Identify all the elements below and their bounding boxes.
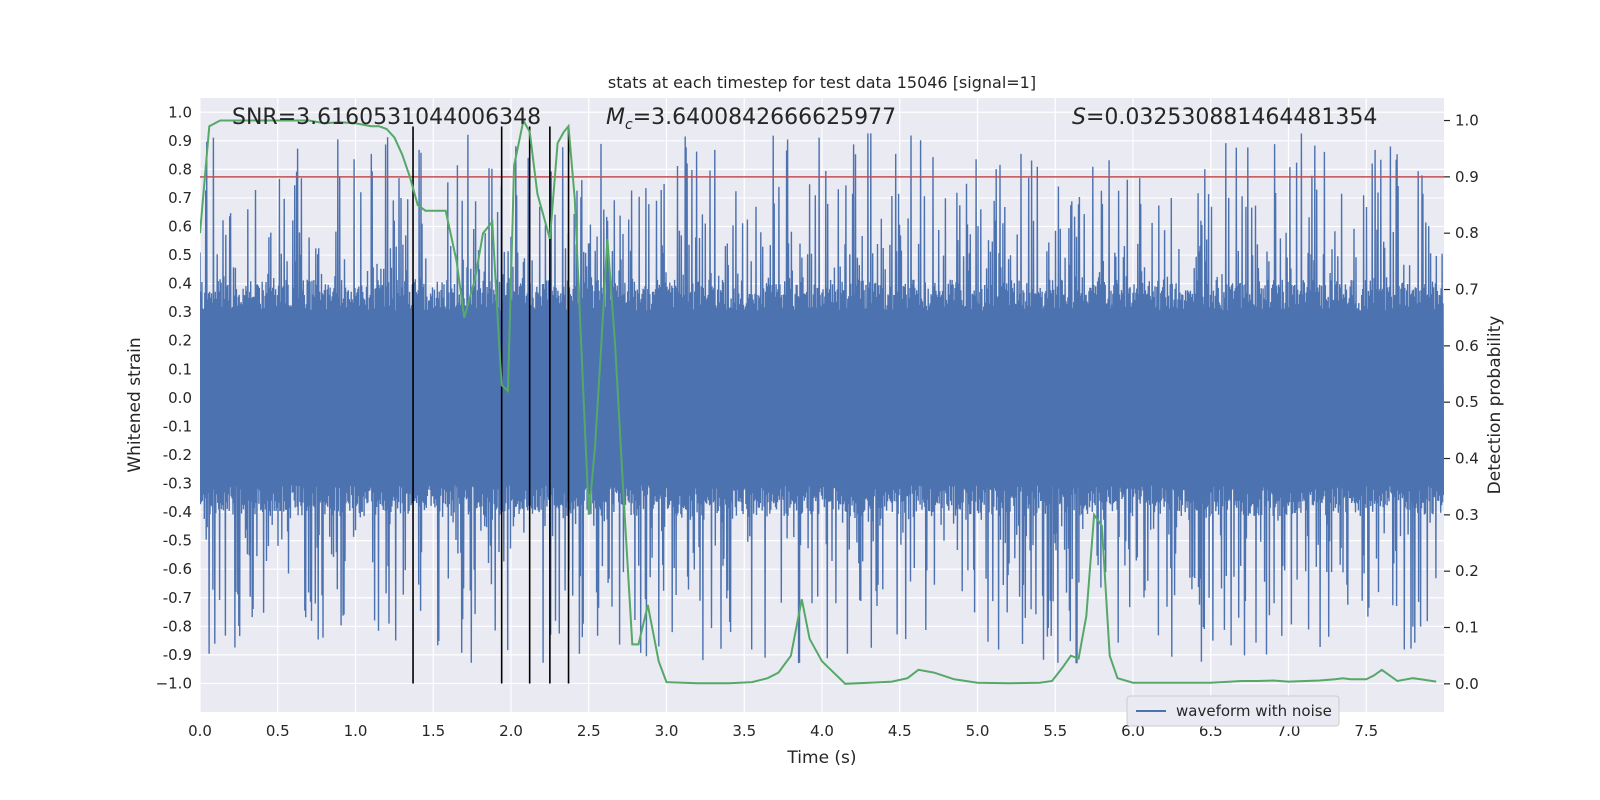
x-tick-label: 1.5 — [421, 722, 445, 740]
y-tick-label: 0.1 — [168, 360, 192, 378]
s-symbol: S — [1072, 105, 1086, 130]
y2-tick-label: 0.2 — [1455, 562, 1479, 580]
y2-tick-label: 0.3 — [1455, 506, 1479, 524]
y-tick-label: -0.2 — [163, 446, 192, 464]
y-tick-label: 0.9 — [168, 132, 192, 150]
waveform-noise-line — [200, 133, 1444, 664]
x-tick-label: 3.0 — [655, 722, 679, 740]
y-tick-label: -0.9 — [163, 646, 192, 664]
x-tick-label: 4.0 — [810, 722, 834, 740]
x-tick-label: 5.5 — [1043, 722, 1067, 740]
x-tick-label: 7.5 — [1354, 722, 1378, 740]
y2-tick-label: 0.4 — [1455, 450, 1479, 468]
y2-tick-label: 0.9 — [1455, 168, 1479, 186]
chirp-mass-annotation: Mc=3.6400842666625977 — [606, 105, 896, 133]
y-tick-label: -0.1 — [163, 417, 192, 435]
legend: waveform with noise — [1126, 695, 1340, 727]
y-tick-label: -0.7 — [163, 589, 192, 607]
y-tick-label: -0.3 — [163, 475, 192, 493]
chart-title: stats at each timestep for test data 150… — [608, 73, 1036, 92]
y-tick-label: 0.8 — [168, 160, 192, 178]
y2-tick-label: 0.1 — [1455, 619, 1479, 637]
x-tick-label: 3.5 — [732, 722, 756, 740]
detection-probability-line — [200, 117, 1437, 685]
y-tick-label: 0.4 — [168, 275, 192, 293]
y2-tick-label: 0.8 — [1455, 224, 1479, 242]
y2-tick-label: 0.5 — [1455, 393, 1479, 411]
x-tick-label: 2.0 — [499, 722, 523, 740]
x-axis-label: Time (s) — [786, 748, 856, 768]
y2-tick-label: 0.6 — [1455, 337, 1479, 355]
y2-tick-label: 0.7 — [1455, 281, 1479, 299]
y2-tick-label: 1.0 — [1455, 112, 1479, 130]
axis-ticks: 0.0 0.5 1.0 1.5 2.0 2.5 3.0 3.5 4.0 4.5 5.0 5.5 6.0 6… — [156, 103, 1479, 740]
waveform-noise-series — [200, 133, 1444, 664]
s-value: =0.032530881464481354 — [1086, 105, 1377, 130]
y-tick-label: 0.6 — [168, 218, 192, 236]
x-tick-label: 0.5 — [266, 722, 290, 740]
y2-axis-label: Detection probability — [1485, 316, 1505, 495]
x-tick-label: 0.0 — [188, 722, 212, 740]
x-tick-label: 5.0 — [966, 722, 990, 740]
y-tick-label: 0.3 — [168, 303, 192, 321]
legend-label: waveform with noise — [1176, 702, 1332, 720]
x-tick-label: 4.5 — [888, 722, 912, 740]
y-tick-label: 1.0 — [168, 103, 192, 121]
y-tick-label: -0.4 — [163, 503, 192, 521]
s-annotation: S=0.032530881464481354 — [1072, 105, 1377, 130]
x-tick-label: 1.0 — [344, 722, 368, 740]
y-tick-label: 0.0 — [168, 389, 192, 407]
mc-subscript: c — [625, 117, 633, 133]
y-tick-label: -0.5 — [163, 532, 192, 550]
snr-annotation: SNR=3.6160531044006348 — [232, 105, 541, 130]
x-tick-label: 2.5 — [577, 722, 601, 740]
y-tick-label: 0.7 — [168, 189, 192, 207]
y-tick-label: 0.5 — [168, 246, 192, 264]
mc-value: =3.6400842666625977 — [633, 105, 896, 130]
mc-symbol: M — [606, 105, 625, 130]
y-tick-label: -0.8 — [163, 617, 192, 635]
y-axis-label: Whitened strain — [125, 337, 145, 472]
y-tick-label: -0.6 — [163, 560, 192, 578]
y-tick-label: −1.0 — [156, 674, 192, 692]
y-tick-label: 0.2 — [168, 332, 192, 350]
legend-box — [1126, 695, 1340, 727]
y2-tick-label: 0.0 — [1455, 675, 1479, 693]
